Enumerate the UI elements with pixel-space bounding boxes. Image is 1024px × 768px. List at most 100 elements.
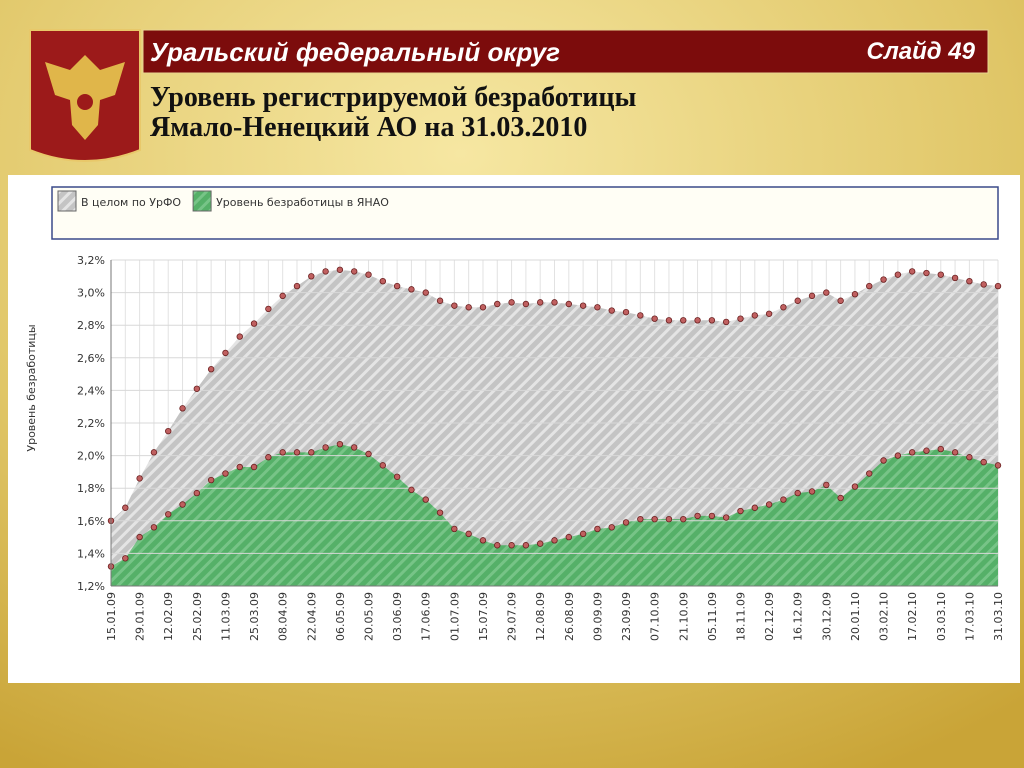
point: [393, 282, 401, 290]
area: [111, 444, 998, 586]
point: [751, 504, 758, 511]
point: [651, 515, 658, 523]
point: [808, 488, 816, 495]
point: [379, 277, 387, 285]
point: [966, 277, 973, 285]
point: [336, 440, 344, 448]
x-tick-label: 17.02.10: [906, 592, 919, 641]
point: [551, 299, 558, 306]
y-tick-label: 1,6%: [77, 515, 105, 528]
point: [937, 271, 944, 278]
point: [966, 454, 973, 461]
point: [150, 524, 158, 531]
x-tick-label: 12.08.09: [534, 592, 547, 641]
x-tick-label: 31.03.10: [992, 592, 1005, 641]
point: [980, 458, 987, 466]
point: [765, 310, 773, 317]
point: [379, 462, 387, 469]
point: [794, 489, 801, 497]
point: [808, 292, 816, 300]
point: [951, 449, 959, 456]
point: [322, 444, 329, 451]
point: [694, 512, 701, 520]
point: [665, 317, 673, 324]
point: [279, 449, 286, 456]
point: [694, 317, 701, 324]
point: [465, 304, 472, 311]
point: [880, 276, 887, 283]
point: [565, 533, 573, 541]
point: [393, 473, 401, 480]
point: [579, 302, 587, 309]
x-tick-label: 30.12.09: [820, 592, 833, 641]
point: [508, 299, 515, 306]
slide-number: Слайд 49: [867, 38, 976, 65]
x-tick-label: 21.10.09: [677, 592, 690, 641]
point: [594, 304, 601, 311]
x-tick-label: 23.09.09: [620, 592, 633, 641]
y-axis-label: Уровень безработицы: [25, 324, 38, 451]
point: [765, 501, 773, 508]
legend-label: Уровень безработицы в ЯНАО: [216, 196, 389, 209]
point: [408, 486, 415, 494]
y-tick-label: 2,0%: [77, 450, 105, 463]
point: [880, 457, 887, 464]
x-tick-label: 09.09.09: [591, 592, 604, 641]
point: [436, 509, 444, 516]
point: [479, 537, 487, 544]
x-tick-label: 25.02.09: [191, 592, 204, 641]
point: [165, 427, 172, 435]
point: [780, 304, 787, 311]
point: [136, 533, 143, 541]
point: [408, 286, 415, 293]
point: [436, 297, 444, 304]
point: [536, 299, 544, 306]
y-tick-label: 3,2%: [77, 254, 105, 267]
point: [908, 268, 916, 275]
point: [465, 530, 472, 538]
x-tick-label: 18.11.09: [734, 592, 747, 641]
point: [894, 452, 902, 459]
point: [594, 525, 601, 533]
point: [851, 291, 859, 298]
y-tick-label: 2,2%: [77, 417, 105, 430]
x-tick-label: 03.02.10: [878, 592, 891, 641]
point: [637, 515, 644, 523]
point: [508, 542, 515, 549]
point: [651, 315, 658, 322]
point: [365, 271, 372, 278]
point: [351, 268, 358, 275]
point: [708, 512, 716, 520]
title: Уровень регистрируемой безработицы: [150, 82, 636, 113]
point: [265, 454, 272, 461]
point: [422, 496, 429, 503]
point: [708, 317, 716, 324]
x-tick-label: 15.07.09: [477, 592, 490, 641]
y-tick-label: 2,8%: [77, 319, 105, 332]
point: [522, 542, 530, 549]
coat-of-arms: [29, 29, 141, 162]
point: [980, 281, 987, 288]
point: [494, 300, 501, 308]
point: [823, 481, 830, 489]
point: [608, 307, 615, 314]
y-tick-label: 1,8%: [77, 482, 105, 495]
region: Уральский федеральный округ: [150, 37, 560, 67]
x-tick-label: 20.05.09: [363, 592, 376, 641]
x-tick-label: 11.03.09: [219, 592, 232, 641]
legend-swatch: [57, 190, 77, 212]
point: [737, 315, 744, 322]
point: [250, 320, 258, 327]
point: [236, 333, 243, 340]
point: [994, 282, 1002, 290]
point: [794, 297, 801, 304]
y-tick-label: 2,6%: [77, 352, 105, 365]
point: [680, 515, 687, 523]
point: [207, 476, 215, 484]
x-tick-label: 17.03.10: [963, 592, 976, 641]
x-tick-label: 17.06.09: [420, 592, 433, 641]
x-tick-label: 07.10.09: [649, 592, 662, 641]
point: [494, 542, 501, 549]
point: [279, 292, 286, 300]
